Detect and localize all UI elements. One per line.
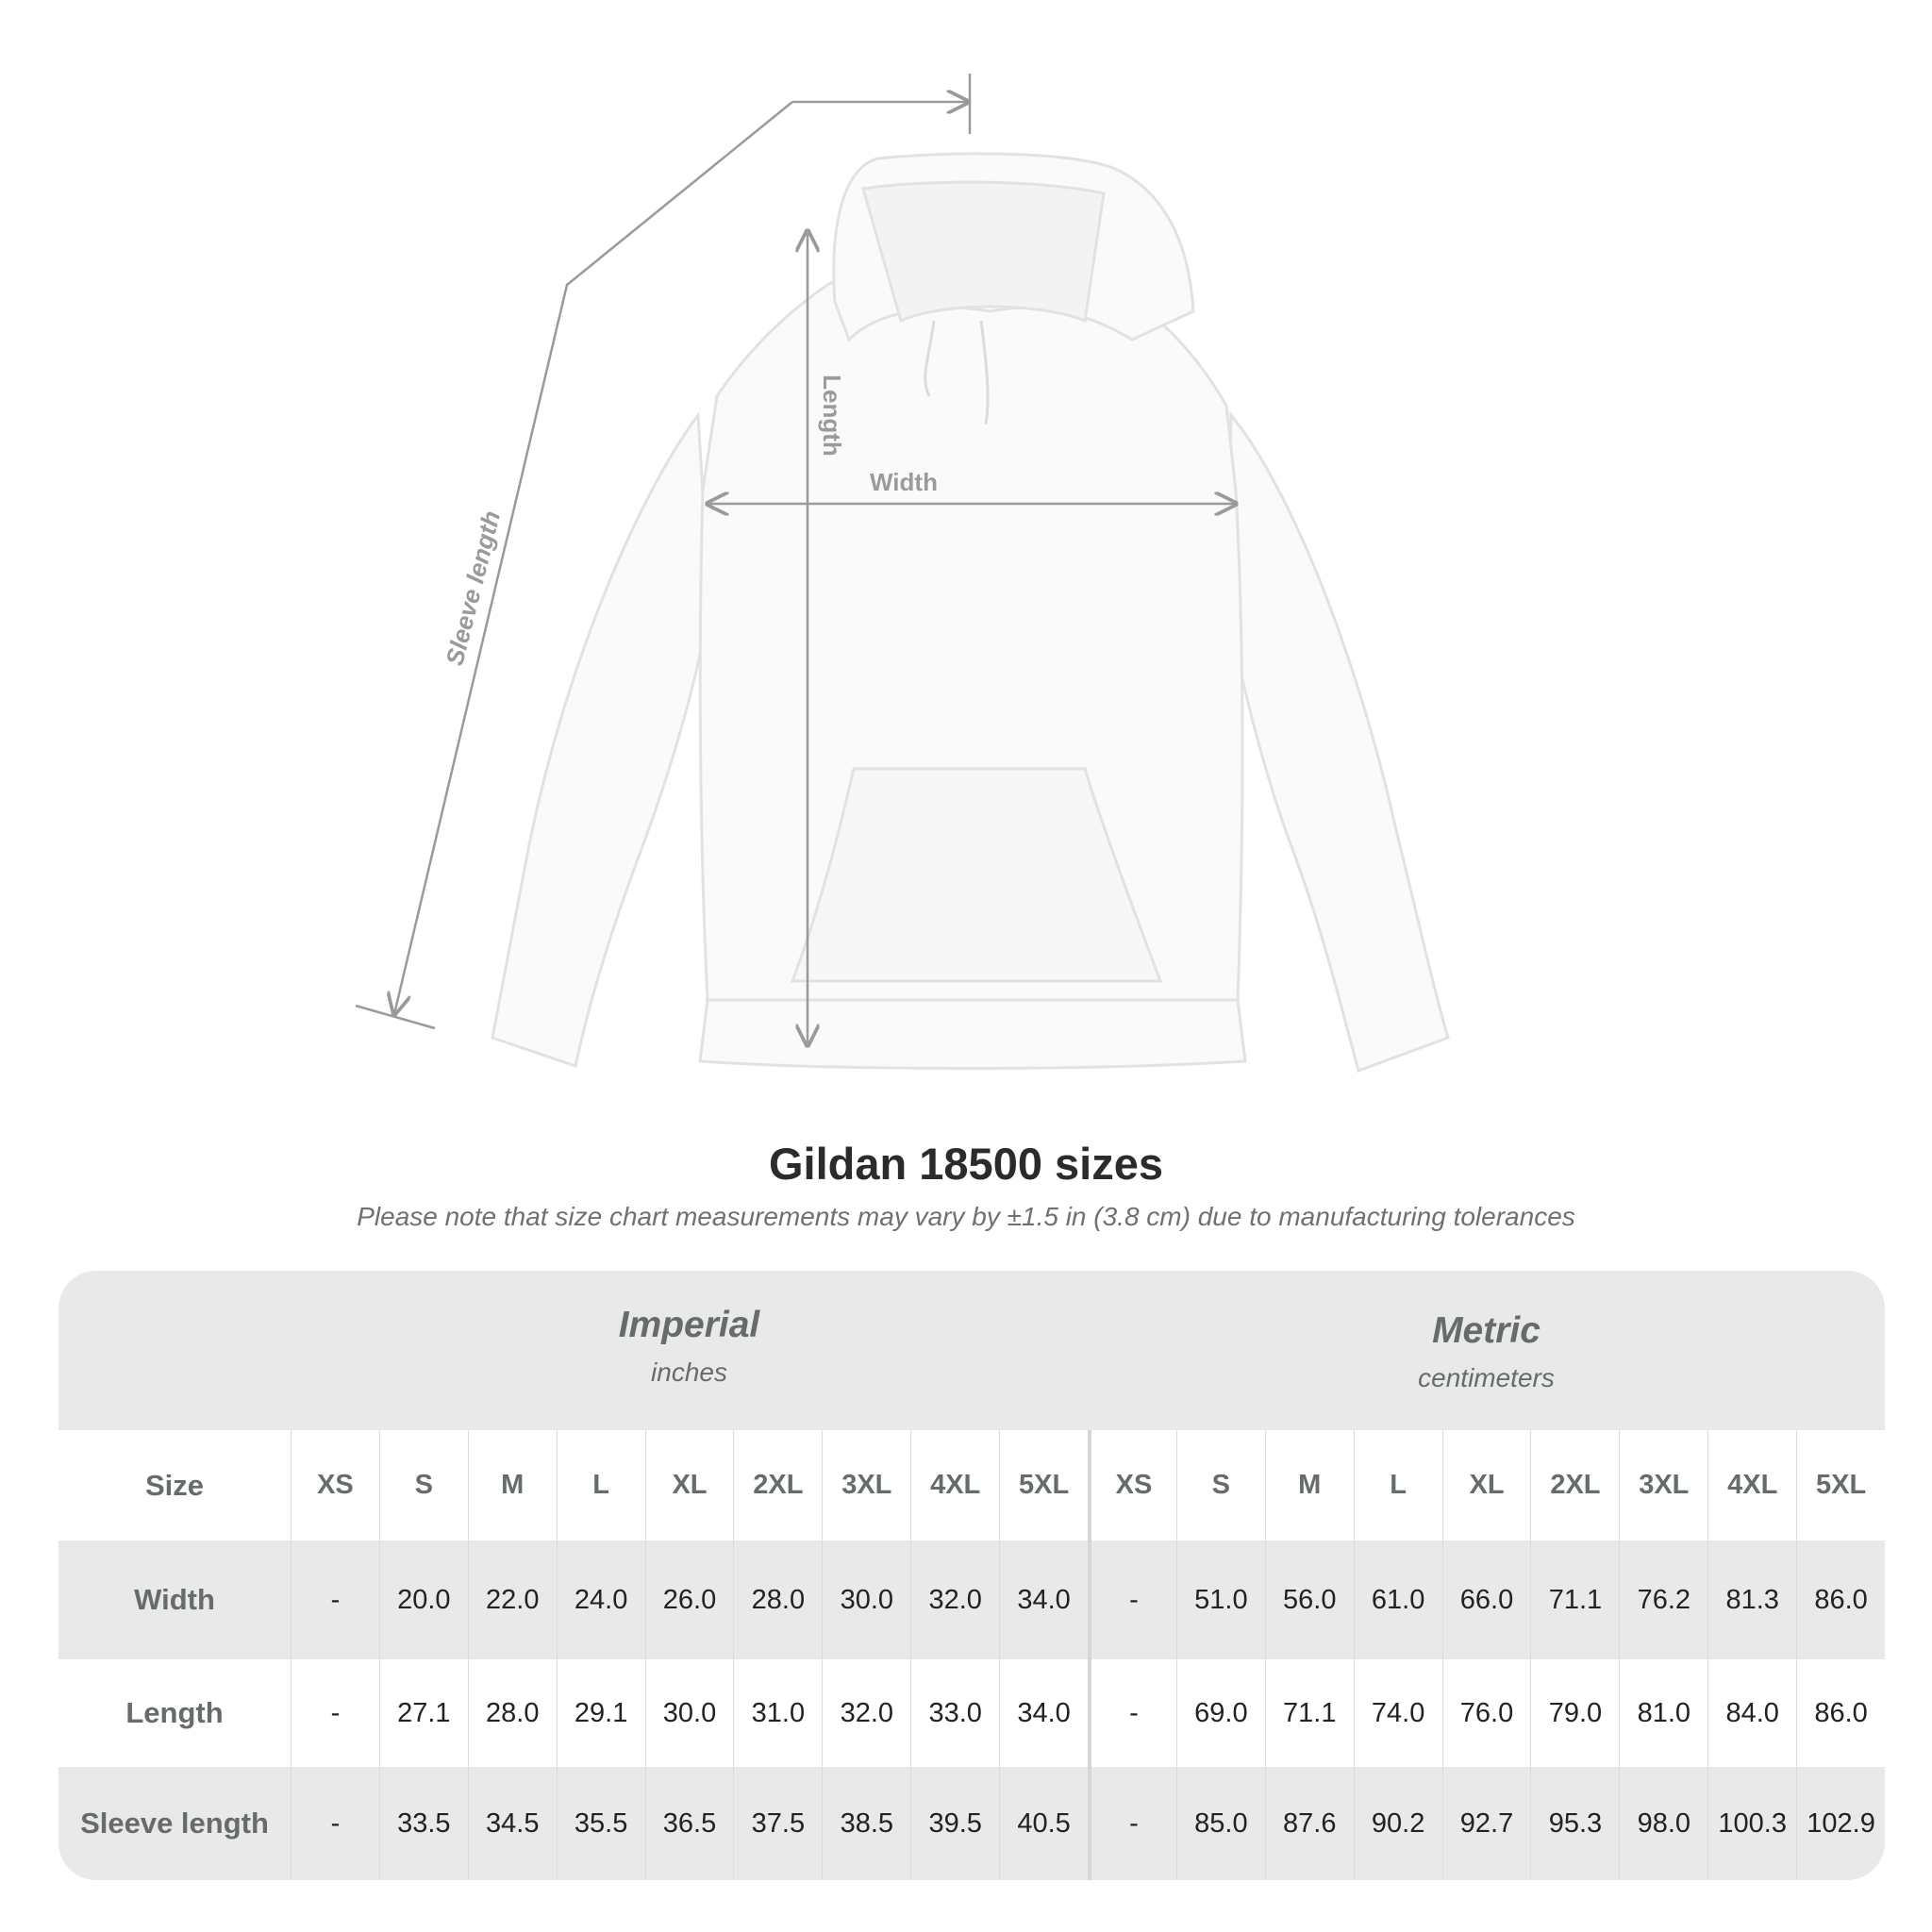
row-label: Sleeve length bbox=[80, 1807, 269, 1840]
imperial-value: 28.0 bbox=[733, 1541, 822, 1659]
metric-value: 87.6 bbox=[1264, 1767, 1354, 1880]
metric-value: 98.0 bbox=[1619, 1767, 1707, 1880]
metric-value: 92.7 bbox=[1441, 1767, 1531, 1880]
metric-value: 66.0 bbox=[1441, 1541, 1531, 1659]
length-label: Length bbox=[817, 375, 846, 457]
metric-size-2xl: 2XL bbox=[1530, 1430, 1619, 1541]
imperial-value: - bbox=[291, 1767, 379, 1880]
imperial-value: 35.5 bbox=[556, 1767, 645, 1880]
metric-value: - bbox=[1088, 1541, 1176, 1659]
table-row-sleeve-length: Sleeve length -33.5 34.5 35.5 36.5 37.5 38.5 39… bbox=[58, 1767, 1885, 1880]
metric-value: 79.0 bbox=[1530, 1659, 1619, 1767]
metric-value: - bbox=[1088, 1767, 1176, 1880]
metric-value: 81.3 bbox=[1707, 1541, 1796, 1659]
imperial-value: 26.0 bbox=[644, 1541, 734, 1659]
row-label: Length bbox=[125, 1696, 224, 1729]
imperial-size-m: M bbox=[467, 1430, 557, 1541]
metric-size-3xl: 3XL bbox=[1619, 1430, 1707, 1541]
metric-value: 95.3 bbox=[1530, 1767, 1619, 1880]
metric-unit: centimeters bbox=[1418, 1363, 1555, 1392]
metric-size-s: S bbox=[1175, 1430, 1265, 1541]
imperial-value: 32.0 bbox=[822, 1659, 910, 1767]
imperial-value: 38.5 bbox=[822, 1767, 910, 1880]
imperial-size-xs: XS bbox=[291, 1430, 379, 1541]
measurement-lines bbox=[355, 74, 1236, 1045]
metric-value: 71.1 bbox=[1530, 1541, 1619, 1659]
imperial-value: 34.0 bbox=[999, 1659, 1088, 1767]
metric-header: Metric centimeters bbox=[1088, 1271, 1885, 1430]
imperial-value: 31.0 bbox=[733, 1659, 822, 1767]
metric-value: 76.0 bbox=[1441, 1659, 1531, 1767]
metric-size-l: L bbox=[1353, 1430, 1442, 1541]
metric-value: 69.0 bbox=[1175, 1659, 1265, 1767]
imperial-value: 27.1 bbox=[378, 1659, 468, 1767]
metric-size-xl: XL bbox=[1441, 1430, 1531, 1541]
metric-value: 86.0 bbox=[1796, 1541, 1885, 1659]
imperial-value: 36.5 bbox=[644, 1767, 734, 1880]
imperial-size-5xl: 5XL bbox=[999, 1430, 1088, 1541]
width-label: Width bbox=[870, 468, 938, 496]
imperial-value: 32.0 bbox=[910, 1541, 999, 1659]
imperial-value: 24.0 bbox=[556, 1541, 645, 1659]
imperial-size-2xl: 2XL bbox=[733, 1430, 822, 1541]
imperial-size-s: S bbox=[378, 1430, 468, 1541]
size-label: Size bbox=[144, 1468, 205, 1502]
imperial-value: 33.0 bbox=[910, 1659, 999, 1767]
imperial-title: Imperial bbox=[618, 1305, 760, 1345]
metric-size-4xl: 4XL bbox=[1707, 1430, 1796, 1541]
metric-value: 74.0 bbox=[1353, 1659, 1442, 1767]
metric-value: 81.0 bbox=[1619, 1659, 1707, 1767]
imperial-size-xl: XL bbox=[644, 1430, 734, 1541]
imperial-value: 33.5 bbox=[378, 1767, 468, 1880]
metric-value: 90.2 bbox=[1353, 1767, 1442, 1880]
metric-value: 56.0 bbox=[1264, 1541, 1354, 1659]
imperial-size-3xl: 3XL bbox=[822, 1430, 910, 1541]
imperial-unit: inches bbox=[651, 1357, 727, 1387]
imperial-header: Imperial inches bbox=[291, 1271, 1088, 1430]
table-row-length: Length -27.1 28.0 29.1 30.0 31.0 32.0 33.0 34.0-… bbox=[58, 1659, 1885, 1767]
imperial-value: 22.0 bbox=[467, 1541, 557, 1659]
size-chart-table: Imperial inches Metric centimeters Size X… bbox=[58, 1271, 1885, 1880]
metric-value: 86.0 bbox=[1796, 1659, 1885, 1767]
tolerance-note: Please note that size chart measurements… bbox=[357, 1202, 1575, 1231]
metric-title: Metric bbox=[1432, 1310, 1541, 1351]
row-label: Width bbox=[134, 1583, 215, 1616]
imperial-value: 34.0 bbox=[999, 1541, 1088, 1659]
metric-value: 85.0 bbox=[1175, 1767, 1265, 1880]
imperial-size-l: L bbox=[556, 1430, 645, 1541]
imperial-value: 34.5 bbox=[467, 1767, 557, 1880]
imperial-value: 20.0 bbox=[378, 1541, 468, 1659]
metric-size-xs: XS bbox=[1088, 1430, 1176, 1541]
metric-value: 51.0 bbox=[1175, 1541, 1265, 1659]
imperial-value: 37.5 bbox=[733, 1767, 822, 1880]
imperial-value: - bbox=[291, 1659, 379, 1767]
metric-value: 100.3 bbox=[1707, 1767, 1796, 1880]
hoodie-illustration bbox=[491, 152, 1450, 1073]
metric-value: 84.0 bbox=[1707, 1659, 1796, 1767]
metric-size-5xl: 5XL bbox=[1796, 1430, 1885, 1541]
imperial-value: - bbox=[291, 1541, 379, 1659]
metric-value: 61.0 bbox=[1353, 1541, 1442, 1659]
metric-value: 76.2 bbox=[1619, 1541, 1707, 1659]
hoodie-diagram bbox=[355, 74, 1450, 1073]
metric-value: - bbox=[1088, 1659, 1176, 1767]
sleeve-path bbox=[394, 101, 793, 1014]
metric-size-m: M bbox=[1264, 1430, 1354, 1541]
size-header-row: Size XS S M L XL 2XL 3XL 4XL 5XL XS S M L XL 2XL 3XL 4XL 5… bbox=[58, 1430, 1885, 1541]
table-row-width: Width -20.0 22.0 24.0 26.0 28.0 30.0 32.0 34.0-5… bbox=[58, 1541, 1885, 1659]
imperial-value: 28.0 bbox=[467, 1659, 557, 1767]
imperial-value: 30.0 bbox=[644, 1659, 734, 1767]
imperial-value: 29.1 bbox=[556, 1659, 645, 1767]
metric-value: 102.9 bbox=[1796, 1767, 1885, 1880]
imperial-value: 30.0 bbox=[822, 1541, 910, 1659]
sleeve-bottom-tick bbox=[355, 1004, 436, 1030]
imperial-value: 40.5 bbox=[999, 1767, 1088, 1880]
page-title: Gildan 18500 sizes bbox=[768, 1139, 1164, 1189]
metric-value: 71.1 bbox=[1264, 1659, 1354, 1767]
imperial-value: 39.5 bbox=[910, 1767, 999, 1880]
imperial-size-4xl: 4XL bbox=[910, 1430, 999, 1541]
